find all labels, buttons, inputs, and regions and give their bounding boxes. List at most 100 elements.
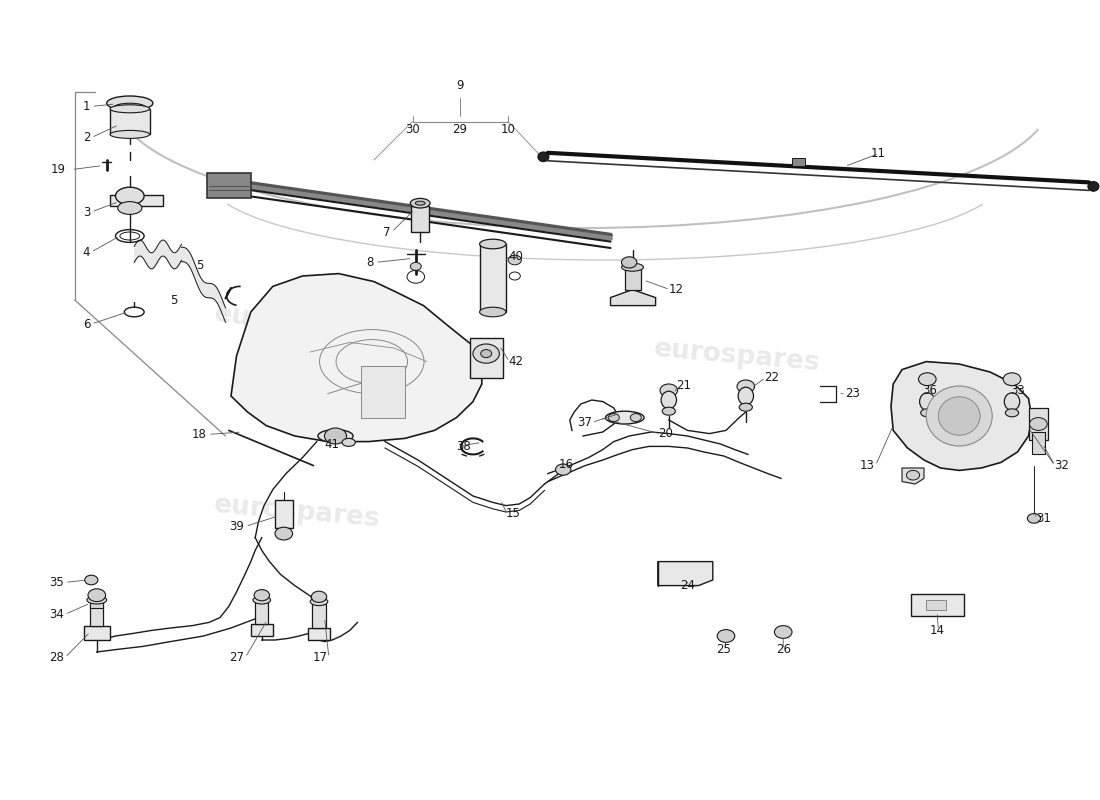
Ellipse shape xyxy=(342,438,355,446)
Ellipse shape xyxy=(662,407,675,415)
Bar xyxy=(110,195,163,206)
Ellipse shape xyxy=(738,387,754,405)
Text: 25: 25 xyxy=(716,643,732,656)
Polygon shape xyxy=(658,562,713,586)
Text: eurospares: eurospares xyxy=(212,301,382,347)
Bar xyxy=(926,600,946,610)
Ellipse shape xyxy=(926,386,992,446)
Circle shape xyxy=(275,527,293,540)
Text: 3: 3 xyxy=(82,206,90,218)
Ellipse shape xyxy=(480,239,506,249)
Text: 17: 17 xyxy=(312,651,328,664)
Bar xyxy=(251,624,273,636)
Circle shape xyxy=(1030,418,1047,430)
Bar xyxy=(361,366,405,418)
Bar xyxy=(90,602,103,626)
Circle shape xyxy=(324,428,346,444)
Ellipse shape xyxy=(1004,393,1020,410)
Bar xyxy=(275,500,293,528)
Text: 36: 36 xyxy=(922,384,937,397)
Text: 31: 31 xyxy=(1036,512,1052,525)
Text: 40: 40 xyxy=(508,250,524,262)
Text: 23: 23 xyxy=(845,387,860,400)
Text: 6: 6 xyxy=(82,318,90,330)
Ellipse shape xyxy=(253,596,271,604)
Ellipse shape xyxy=(87,596,107,604)
Text: 11: 11 xyxy=(870,147,886,160)
Text: 28: 28 xyxy=(48,651,64,664)
Bar xyxy=(110,109,150,134)
Bar xyxy=(312,604,326,628)
Circle shape xyxy=(556,464,571,475)
Ellipse shape xyxy=(110,105,150,113)
Text: 10: 10 xyxy=(500,123,516,136)
Bar xyxy=(1032,432,1045,454)
Circle shape xyxy=(621,257,637,268)
Text: 20: 20 xyxy=(658,427,673,440)
Text: 14: 14 xyxy=(930,624,945,637)
Ellipse shape xyxy=(110,130,150,138)
Ellipse shape xyxy=(921,409,934,417)
Text: 38: 38 xyxy=(456,440,471,453)
Text: 33: 33 xyxy=(1010,384,1025,397)
Text: 19: 19 xyxy=(51,163,66,176)
Ellipse shape xyxy=(739,403,752,411)
Text: 8: 8 xyxy=(366,256,374,269)
Circle shape xyxy=(254,590,270,601)
Ellipse shape xyxy=(621,263,643,271)
Text: 37: 37 xyxy=(576,416,592,429)
Text: 27: 27 xyxy=(229,651,244,664)
Ellipse shape xyxy=(1088,182,1099,191)
Circle shape xyxy=(85,575,98,585)
Circle shape xyxy=(311,591,327,602)
Bar xyxy=(480,244,506,312)
Text: 22: 22 xyxy=(764,371,780,384)
Ellipse shape xyxy=(113,103,146,113)
Circle shape xyxy=(1027,514,1041,523)
Bar xyxy=(207,173,251,198)
Ellipse shape xyxy=(116,187,144,205)
Text: 32: 32 xyxy=(1054,459,1069,472)
Bar xyxy=(255,602,268,624)
Text: 24: 24 xyxy=(680,579,695,592)
Ellipse shape xyxy=(318,430,353,442)
Text: eurospares: eurospares xyxy=(652,336,822,376)
Text: 5: 5 xyxy=(196,259,204,272)
Text: 41: 41 xyxy=(324,438,340,450)
Circle shape xyxy=(608,414,619,422)
Ellipse shape xyxy=(605,411,643,424)
Bar xyxy=(411,206,429,232)
Text: 21: 21 xyxy=(676,379,692,392)
Bar xyxy=(84,626,110,640)
Circle shape xyxy=(918,373,936,386)
Text: 16: 16 xyxy=(559,458,574,470)
Bar xyxy=(911,594,964,616)
Ellipse shape xyxy=(416,202,425,206)
Circle shape xyxy=(774,626,792,638)
Circle shape xyxy=(88,589,106,602)
Text: 4: 4 xyxy=(82,246,90,258)
Text: 2: 2 xyxy=(82,131,90,144)
Text: 7: 7 xyxy=(383,226,390,238)
Ellipse shape xyxy=(410,198,430,208)
Text: 29: 29 xyxy=(452,123,468,136)
Text: 15: 15 xyxy=(506,507,521,520)
Polygon shape xyxy=(891,362,1032,470)
Text: 12: 12 xyxy=(669,283,684,296)
Text: 9: 9 xyxy=(456,79,463,92)
Text: 30: 30 xyxy=(405,123,420,136)
Text: 1: 1 xyxy=(82,100,90,113)
Circle shape xyxy=(508,255,521,265)
Bar xyxy=(308,628,330,640)
Text: 26: 26 xyxy=(776,643,791,656)
Text: 35: 35 xyxy=(50,576,64,589)
Bar xyxy=(792,158,805,166)
Ellipse shape xyxy=(538,152,549,162)
Ellipse shape xyxy=(938,397,980,435)
Text: 5: 5 xyxy=(170,294,178,306)
Text: 39: 39 xyxy=(229,520,244,533)
Circle shape xyxy=(473,344,499,363)
Bar xyxy=(90,592,103,608)
Text: 42: 42 xyxy=(508,355,524,368)
Circle shape xyxy=(481,350,492,358)
